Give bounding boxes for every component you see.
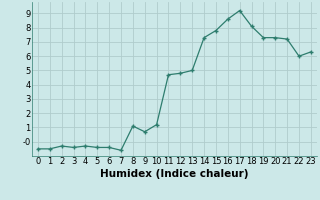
X-axis label: Humidex (Indice chaleur): Humidex (Indice chaleur) bbox=[100, 169, 249, 179]
